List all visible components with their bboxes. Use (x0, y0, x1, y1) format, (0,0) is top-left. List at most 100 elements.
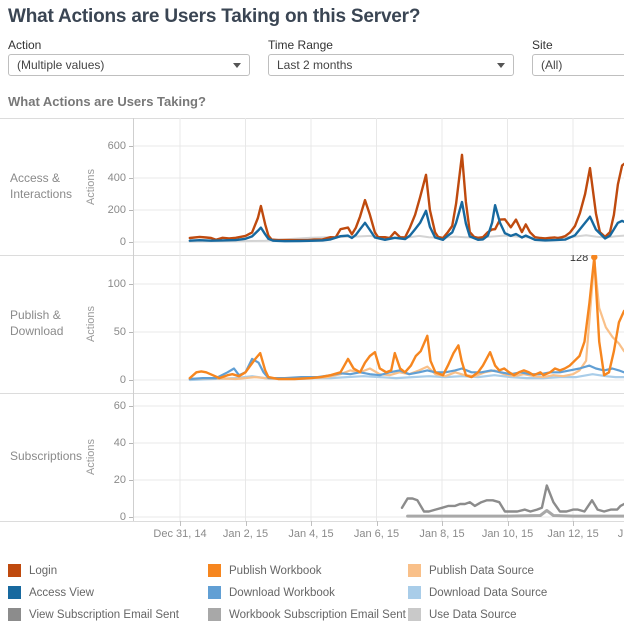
x-axis-line (0, 521, 624, 522)
x-tick-mark (245, 521, 247, 526)
y-axis-title: Actions (85, 168, 98, 205)
filter-label-site: Site (532, 38, 553, 52)
y-tick-mark (129, 406, 133, 407)
annotation-label: 128 (570, 255, 588, 264)
series-publish-workbook-line[interactable] (188, 255, 624, 381)
legend-label: View Subscription Email Sent (29, 608, 179, 621)
site-dropdown[interactable]: (All) (532, 54, 624, 76)
panel-plot-access-interactions (134, 118, 624, 255)
y-tick-mark (129, 380, 133, 381)
legend-item-publish-workbook[interactable]: Publish Workbook (208, 564, 321, 577)
x-tick-label: Jan 8, 15 (419, 528, 465, 540)
legend-item-use-data-source[interactable]: Use Data Source (408, 608, 517, 621)
site-dropdown-value: (All) (541, 58, 563, 72)
x-tick-mark (376, 521, 378, 526)
legend-label: Publish Workbook (229, 564, 322, 577)
y-tick-label: 200 (107, 204, 126, 216)
series-download-workbook-line[interactable] (188, 357, 624, 381)
series-view-subscription-email-sent-line[interactable] (400, 484, 624, 513)
divider (0, 255, 624, 256)
legend-swatch (8, 586, 21, 599)
x-tick-label: Dec 31, 14 (153, 528, 207, 540)
y-tick-label: 0 (119, 236, 126, 248)
legend-item-download-workbook[interactable]: Download Workbook (208, 586, 335, 599)
page-title: What Actions are Users Taking on this Se… (8, 6, 421, 27)
y-axis-title: Actions (85, 438, 98, 476)
legend-item-publish-data-source[interactable]: Publish Data Source (408, 564, 534, 577)
panel-plot-subscriptions (134, 393, 624, 521)
y-tick-label: 20 (113, 474, 126, 486)
x-tick-mark (507, 521, 509, 526)
y-tick-label: 40 (113, 437, 126, 449)
x-tick-mark (311, 521, 312, 526)
y-tick-mark (129, 178, 133, 179)
legend-swatch (8, 608, 21, 621)
chart-title: What Actions are Users Taking? (8, 94, 206, 109)
y-tick-mark (129, 210, 133, 211)
panel-plot-publish-download: 128 (134, 255, 624, 393)
action-dropdown-value: (Multiple values) (17, 58, 105, 72)
y-tick-mark (129, 332, 133, 333)
legend-swatch (408, 586, 421, 599)
legend-swatch (408, 564, 421, 577)
x-tick-label: Jan 12, 15 (547, 528, 599, 540)
legend-item-access-view[interactable]: Access View (8, 586, 94, 599)
action-dropdown[interactable]: (Multiple values) (8, 54, 250, 76)
legend-swatch (408, 608, 421, 621)
x-tick-mark (180, 521, 181, 526)
x-tick-label: Jan 4, 15 (288, 528, 334, 540)
filter-label-time-range: Time Range (268, 38, 333, 52)
legend-label: Publish Data Source (429, 564, 534, 577)
y-tick-label: 0 (119, 511, 126, 523)
legend-label: Workbook Subscription Email Sent (229, 608, 406, 621)
y-axis-title: Actions (85, 305, 98, 343)
y-tick-mark (129, 480, 133, 481)
row-label-subscriptions: Subscriptions (10, 449, 83, 464)
x-tick-label: J (617, 528, 624, 540)
x-tick-mark (573, 521, 574, 526)
series-access-view-line[interactable] (188, 200, 624, 243)
series-workbook-subscription-email-sent-line[interactable] (406, 509, 624, 518)
legend-item-login[interactable]: Login (8, 564, 57, 577)
y-tick-mark (129, 517, 133, 518)
legend-label: Download Data Source (429, 586, 548, 599)
y-tick-label: 50 (113, 326, 126, 338)
legend-swatch (208, 564, 221, 577)
y-tick-mark (129, 284, 133, 285)
chevron-down-icon (497, 62, 505, 68)
legend-swatch (208, 586, 221, 599)
y-tick-label: 60 (113, 400, 126, 412)
row-label-publish-download: Publish & Download (10, 308, 64, 338)
legend-swatch (8, 564, 21, 577)
x-tick-label: Jan 2, 15 (222, 528, 269, 540)
series-login-line[interactable] (188, 153, 624, 242)
legend-label: Download Workbook (229, 586, 335, 599)
annotation-marker[interactable] (591, 255, 598, 261)
divider (0, 118, 624, 119)
time-range-dropdown[interactable]: Last 2 months (268, 54, 514, 76)
y-tick-mark (129, 146, 133, 147)
legend-label: Use Data Source (429, 608, 517, 621)
y-axis-line (133, 118, 134, 521)
row-label-access-interactions: Access & Interactions (10, 170, 73, 201)
filter-label-action: Action (8, 38, 42, 52)
legend-label: Login (29, 564, 58, 577)
legend-label: Access View (29, 586, 94, 599)
legend-item-workbook-subscription-email-sent[interactable]: Workbook Subscription Email Sent (208, 608, 406, 621)
y-tick-mark (129, 443, 133, 444)
y-tick-label: 100 (107, 278, 126, 290)
divider (0, 393, 624, 394)
y-tick-label: 600 (107, 140, 126, 152)
time-range-dropdown-value: Last 2 months (277, 58, 353, 72)
x-tick-label: Jan 6, 15 (353, 528, 400, 540)
x-tick-mark (442, 521, 443, 526)
legend-item-download-data-source[interactable]: Download Data Source (408, 586, 547, 599)
y-tick-mark (129, 242, 133, 243)
x-tick-label: Jan 10, 15 (481, 528, 534, 540)
y-tick-label: 400 (107, 172, 126, 184)
chevron-down-icon (233, 62, 241, 68)
legend-swatch (208, 608, 221, 621)
legend-item-view-subscription-email-sent[interactable]: View Subscription Email Sent (8, 608, 179, 621)
y-tick-label: 0 (119, 374, 126, 386)
